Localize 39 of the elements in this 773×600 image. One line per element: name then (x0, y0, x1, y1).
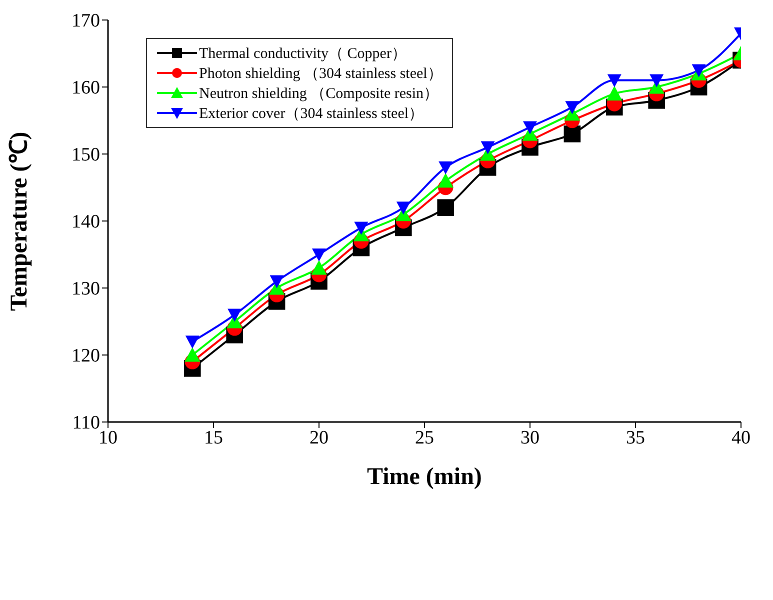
point (650, 74, 664, 88)
x-axis-title: Time (min) (367, 464, 482, 490)
legend-label: Thermal conductivity（ Copper） (199, 44, 406, 62)
x-tick-label: 30 (520, 427, 540, 448)
x-tick-label: 25 (415, 427, 434, 448)
point (185, 336, 200, 349)
y-tick-label: 110 (72, 412, 100, 434)
point (437, 199, 454, 216)
point (565, 101, 580, 114)
point (396, 202, 410, 215)
point (692, 64, 706, 78)
point (438, 161, 453, 174)
point (311, 260, 327, 275)
y-tick-label: 130 (72, 278, 100, 300)
x-tick-label: 40 (732, 427, 750, 448)
point (312, 248, 326, 262)
legend-label: Neutron shielding （Composite resin） (199, 84, 439, 102)
y-tick-label: 150 (72, 144, 100, 166)
point (228, 308, 242, 322)
point (354, 222, 368, 235)
point (270, 275, 284, 288)
point (607, 74, 622, 88)
x-tick-label: 15 (204, 427, 223, 448)
legend-label: Photon shielding （304 stainless steel） (199, 64, 442, 82)
point (438, 173, 454, 188)
x-tick-label: 20 (310, 427, 328, 448)
x-tick-label: 10 (98, 427, 118, 448)
y-tick-label: 140 (72, 212, 100, 233)
point (606, 86, 622, 100)
y-tick-label: 160 (72, 78, 100, 99)
y-tick-label: 120 (72, 346, 100, 367)
legend-label: Exterior cover（304 stainless steel） (199, 104, 424, 122)
y-axis-title: Temperature (℃) (6, 132, 33, 311)
point (184, 347, 200, 362)
x-tick-label: 35 (626, 427, 645, 448)
point (523, 121, 537, 134)
y-tick-label: 170 (72, 10, 100, 32)
point (480, 141, 495, 154)
point (564, 126, 581, 142)
